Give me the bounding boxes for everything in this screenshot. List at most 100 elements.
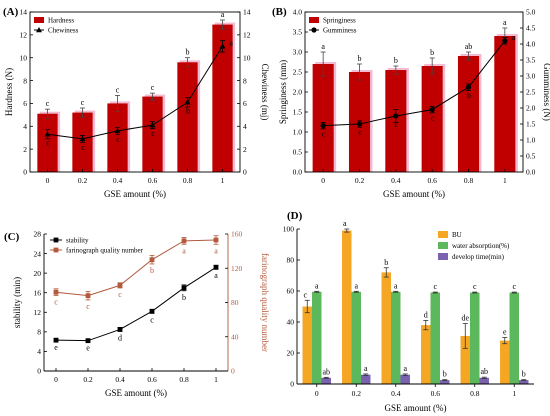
y-axis-tick-label-3: 60 [287,287,295,296]
bar-letter-5: a [503,18,507,27]
series-0-letter-5: a [214,271,218,280]
series-0-point-2 [117,327,123,332]
y-axis-tick-label-6: 12 [20,31,28,40]
line-series [323,40,506,127]
bar-letter-5: a [221,10,225,19]
series-0-letter-0: e [54,343,58,352]
series-2-bar-5 [518,380,529,384]
x-axis-title: GSE amount (%) [104,189,166,199]
line-letter-5: a [512,33,516,42]
line-point-0 [320,123,326,129]
y2-axis-tick-label-6: 3.0 [526,72,536,81]
bar-0 [312,64,334,172]
x-tick-label-4: 0.8 [464,176,474,185]
legend-line-marker [36,27,42,33]
x-tick-label-2: 0.4 [391,389,401,398]
line-letter-1: c [358,128,362,137]
x-tick-label-2: 0.4 [113,176,123,185]
y2-axis-tick-label-6: 12 [243,31,251,40]
y-axis-title: Hardness (N) [4,68,14,116]
y-axis-tick-label-7: 3.5 [293,28,303,37]
bar-letter-1: b [358,54,362,63]
y2-axis-tick-label-2: 1.0 [526,136,536,145]
series-0-letter-2: d [118,333,122,342]
y-axis-tick-label-2: 1.0 [293,128,303,137]
series-0-line [55,266,217,342]
line-letter-3: c [431,114,435,123]
y2-axis-tick-label-0: 0.0 [526,168,536,177]
x-tick-label-3: 0.6 [427,176,437,185]
line-letter-1: c [81,143,85,152]
series-1-bar-0 [312,291,322,384]
y-axis-tick-label-0: 0 [37,367,41,376]
y2-axis-tick-label-9: 4.5 [526,24,536,33]
series-1-bar-1 [351,291,361,384]
line-series [47,46,223,140]
y-axis-tick-label-5: 10 [20,53,28,62]
series-1-letter-3: b [150,266,154,275]
x-tick-label-0: 0 [321,176,325,185]
y-axis-tick-label-1: 0.5 [293,148,303,157]
series-1-letter-5: c [512,282,516,291]
panel-label: (B) [272,6,287,18]
y-axis-tick-label-4: 2.0 [293,88,303,97]
y-axis-tick-label-4: 8 [23,76,27,85]
series-1-letter-1: c [86,302,90,311]
series-2-letter-1: a [364,364,368,373]
series-1-letter-4: c [473,282,477,291]
y-axis-tick-label-0: 0.0 [293,168,303,177]
line-point-2 [114,127,121,134]
line-point-3 [149,122,156,128]
bar-letter-3: c [151,83,155,92]
series-1-letter-2: c [118,290,122,299]
y2-axis-title: Gumminess (N) [542,63,550,121]
series-2-letter-5: b [522,370,526,379]
series-2-bar-2 [400,374,410,384]
x-tick-label-2: 0.4 [115,375,125,384]
y2-axis-tick-label-4: 160 [231,230,243,239]
y-axis-tick-label-8: 4.0 [293,8,303,17]
line-point-1 [356,121,363,127]
y-axis-tick-label-7: 28 [34,230,42,239]
series-0-letter-3: d [424,310,428,319]
series-0-letter-1: a [343,219,347,228]
y-axis-tick-label-3: 6 [23,99,27,108]
y-axis-tick-label-3: 12 [34,308,42,317]
y-axis-tick-label-6: 24 [34,249,42,258]
series-1-letter-2: a [394,281,398,290]
series-0-point-4 [181,285,187,291]
y2-axis-tick-label-8: 4.0 [526,40,536,49]
y2-axis-tick-label-7: 3.5 [526,56,536,65]
legend-line-label: Gumminess [323,27,357,35]
x-axis-title: GSE amount (%) [385,403,447,413]
y2-axis-title: farinograph quality number [260,253,270,352]
legend-label-2: develop time(min) [452,253,505,261]
x-tick-label-1: 0.2 [352,389,362,398]
line-point-1 [79,135,86,142]
series-2-bar-3 [439,380,450,384]
x-tick-label-4: 0.8 [179,375,189,384]
y2-axis-tick-label-4: 8 [243,76,247,85]
legend-label-0: BU [452,231,462,239]
x-tick-label-4: 0.8 [470,389,480,398]
series-0-bar-1 [342,230,352,384]
series-1-point-2 [117,282,123,288]
series-0-bar-4 [460,335,471,384]
legend-line-label: Chewiness [48,27,79,35]
series-1-bar-4 [470,292,480,384]
bar-letter-4: ab [465,42,473,51]
bar-3 [142,96,163,172]
x-tick-label-3: 0.6 [431,389,441,398]
y-axis-tick-label-5: 100 [283,225,295,234]
series-1-letter-0: a [315,281,319,290]
panel-c: (C) e e d c b a c c c b a a 0 4 8 12 16 20 24 28 0 40 80 120 160 0… [4,230,270,398]
y-axis-tick-label-7: 14 [20,8,28,17]
line-point-4 [184,99,191,105]
bar-4 [457,56,480,172]
x-tick-label-1: 0.2 [83,375,93,384]
series-0-bar-3 [421,325,431,384]
y2-axis-tick-label-1: 2 [243,145,247,154]
y-axis-tick-label-2: 4 [23,122,27,131]
